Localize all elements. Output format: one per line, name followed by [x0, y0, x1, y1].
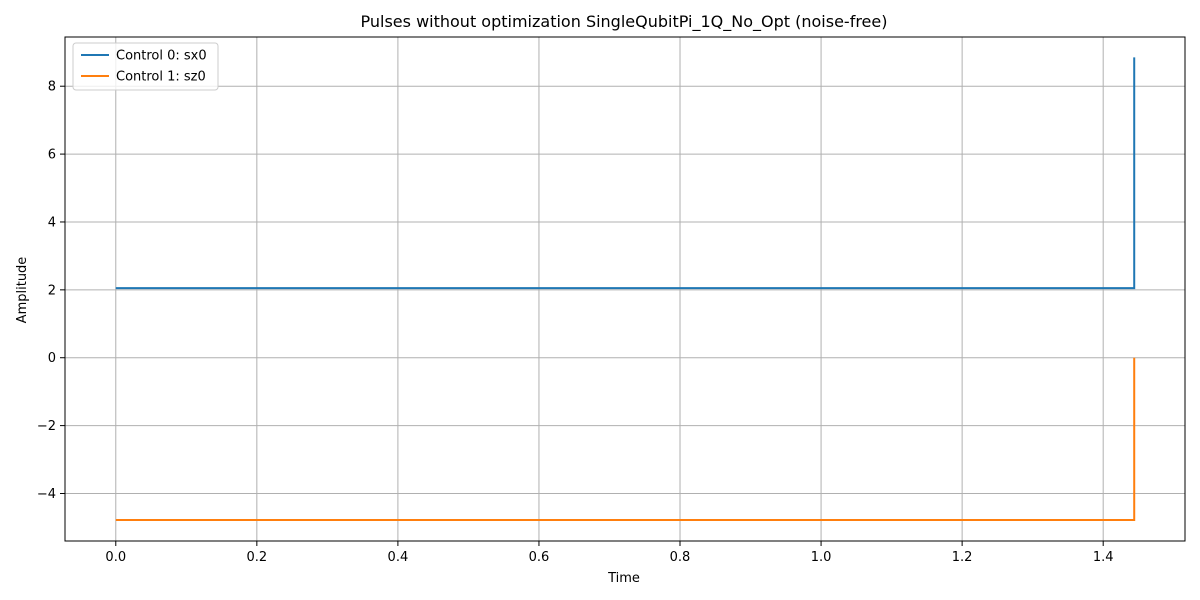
y-tick-label: 6 [48, 148, 56, 163]
y-axis-label: Amplitude [15, 257, 30, 324]
series-line-1 [115, 357, 1136, 521]
x-tick-label: 0.0 [105, 550, 126, 565]
x-axis-label: Time [607, 571, 640, 586]
x-tick-label: 1.0 [811, 550, 832, 565]
x-tick-label: 0.2 [246, 550, 267, 565]
x-tick-label: 0.8 [670, 550, 691, 565]
y-tick-label: 4 [48, 215, 56, 230]
legend-label-1: Control 1: sz0 [116, 70, 206, 85]
legend: Control 0: sx0 Control 1: sz0 [72, 42, 219, 91]
series-lines [115, 57, 1136, 521]
x-tick-label: 0.4 [388, 550, 409, 565]
legend-box [72, 42, 219, 91]
series-line-0 [115, 57, 1136, 290]
x-axis: 0.0 0.2 0.4 0.6 0.8 1.0 1.2 1.4 [105, 541, 1114, 565]
chart-title: Pulses without optimization SingleQubitP… [361, 12, 888, 32]
y-tick-label: −2 [37, 419, 56, 434]
y-tick-label: 0 [48, 351, 56, 366]
x-tick-label: 1.2 [952, 550, 973, 565]
legend-label-0: Control 0: sx0 [116, 49, 207, 64]
y-tick-label: −4 [37, 487, 56, 502]
x-tick-label: 0.6 [529, 550, 550, 565]
plot-frame [64, 36, 1186, 542]
y-axis: −4 −2 0 2 4 6 8 [37, 80, 65, 502]
y-tick-label: 8 [48, 80, 56, 95]
y-tick-label: 2 [48, 283, 56, 298]
x-tick-label: 1.4 [1093, 550, 1114, 565]
